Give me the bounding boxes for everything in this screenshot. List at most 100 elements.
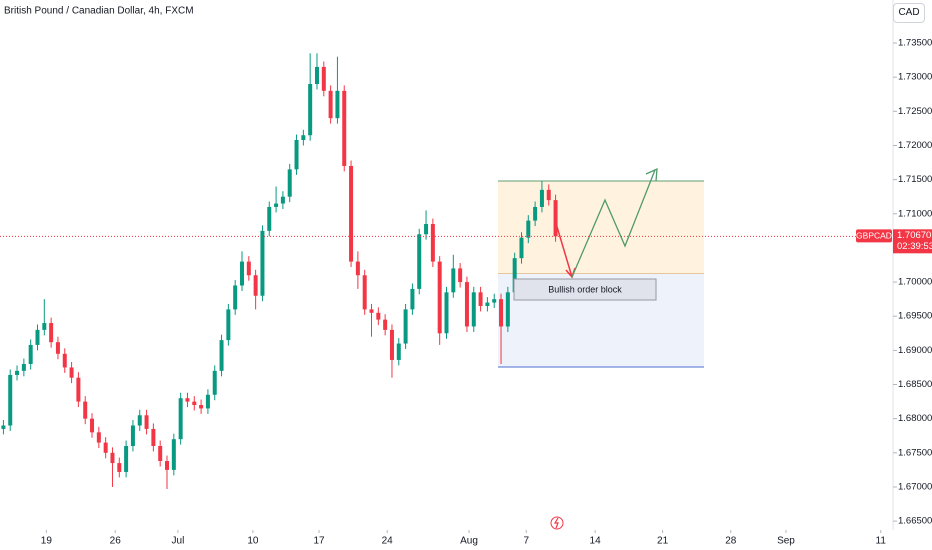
- candle-body: [424, 224, 429, 235]
- candle-body: [55, 342, 60, 354]
- candle-body: [49, 323, 54, 343]
- candle-body: [212, 370, 217, 395]
- y-tick-label: 1.73500: [898, 38, 932, 49]
- y-tick-label: 1.71000: [898, 208, 932, 219]
- candle-body: [42, 323, 47, 330]
- candle-body: [253, 275, 258, 296]
- up-arrow-head: [645, 167, 658, 182]
- y-tick-label: 1.66500: [898, 516, 932, 527]
- x-tick-label: 17: [313, 536, 325, 547]
- x-tick-label: Jul: [172, 536, 185, 547]
- candle-body: [321, 66, 326, 91]
- x-tick-label: 14: [590, 536, 602, 547]
- y-tick-label: 1.69000: [898, 345, 932, 356]
- y-tick-label: 1.68000: [898, 413, 932, 424]
- candle-body: [362, 275, 367, 310]
- candle-body: [21, 364, 26, 371]
- candle-body: [124, 445, 129, 472]
- candle-body: [260, 230, 265, 296]
- candle-body: [396, 343, 401, 360]
- y-tick-label: 1.71500: [898, 174, 932, 185]
- candle-body: [464, 282, 469, 327]
- candle-body: [369, 309, 374, 313]
- candle-body: [471, 292, 476, 327]
- candle-body: [301, 135, 306, 141]
- candle-body: [383, 319, 388, 330]
- candle-body: [219, 340, 224, 371]
- price-tag: [893, 229, 932, 254]
- candle-body: [35, 329, 40, 345]
- candle-body: [294, 140, 299, 170]
- x-tick-label: 7: [523, 536, 529, 547]
- candle-body: [158, 445, 163, 462]
- candle-body: [274, 203, 279, 207]
- candle-body: [539, 189, 544, 207]
- candle-body: [437, 261, 442, 334]
- candle-body: [478, 292, 483, 306]
- up-path: [571, 169, 656, 278]
- candle-body: [499, 299, 504, 327]
- candle-body: [519, 237, 524, 259]
- y-tick-label: 1.72000: [898, 140, 932, 151]
- x-tick-label: Sep: [777, 536, 795, 547]
- candle-body: [171, 439, 176, 470]
- candle-body: [83, 401, 88, 419]
- candle-body: [8, 374, 13, 426]
- x-tick-label: 10: [247, 536, 259, 547]
- down-arrow: [554, 219, 573, 278]
- candle-body: [546, 189, 551, 201]
- candle-body: [28, 344, 33, 365]
- countdown: 02:39:53: [897, 241, 932, 252]
- candle-body: [103, 442, 108, 453]
- candle-body: [342, 90, 347, 166]
- candle-body: [185, 398, 190, 402]
- candle-body: [458, 268, 463, 283]
- candle-body: [410, 288, 415, 310]
- candle-body: [96, 432, 101, 443]
- candle-body: [389, 329, 394, 360]
- candle-body: [137, 415, 142, 426]
- candle-body: [485, 302, 490, 306]
- candle-body: [349, 165, 354, 262]
- candle-body: [335, 90, 340, 119]
- candle-body: [308, 84, 313, 136]
- candle-body: [62, 353, 67, 368]
- symbol-tag-label: GBPCAD: [856, 231, 892, 241]
- candle-body: [526, 220, 531, 238]
- x-tick-label: 21: [657, 536, 669, 547]
- candle-body: [76, 377, 81, 402]
- x-tick-label: Aug: [460, 536, 478, 547]
- x-tick-label: 24: [382, 536, 394, 547]
- symbol-tag: [856, 229, 892, 243]
- candle-body: [151, 428, 156, 446]
- candle-body: [417, 234, 422, 289]
- candle-body: [451, 268, 456, 293]
- candle-body: [533, 206, 538, 221]
- candle-body: [178, 398, 183, 440]
- candle-body: [15, 370, 20, 375]
- candle-body: [512, 258, 517, 293]
- event-icon-bolt: [553, 517, 559, 529]
- candle-body: [267, 206, 272, 231]
- x-tick-label: 26: [110, 536, 122, 547]
- candle-body: [314, 66, 319, 85]
- candle-body: [239, 261, 244, 286]
- candle-body: [492, 299, 497, 303]
- candle-body: [280, 196, 285, 204]
- x-tick-label: 28: [725, 536, 737, 547]
- y-tick-label: 1.68500: [898, 379, 932, 390]
- candle-body: [376, 312, 381, 320]
- y-tick-label: 1.67500: [898, 447, 932, 458]
- candle-body: [403, 309, 408, 344]
- candle-body: [444, 292, 449, 334]
- candle-body: [110, 452, 115, 464]
- y-tick-label: 1.70000: [898, 277, 932, 288]
- y-tick-label: 1.73000: [898, 72, 932, 83]
- currency-button[interactable]: CAD: [893, 3, 925, 23]
- candle-body: [69, 367, 74, 378]
- candle-body: [430, 224, 435, 262]
- candle-body: [233, 285, 238, 310]
- candle-body: [226, 309, 231, 341]
- candle-body: [246, 261, 251, 276]
